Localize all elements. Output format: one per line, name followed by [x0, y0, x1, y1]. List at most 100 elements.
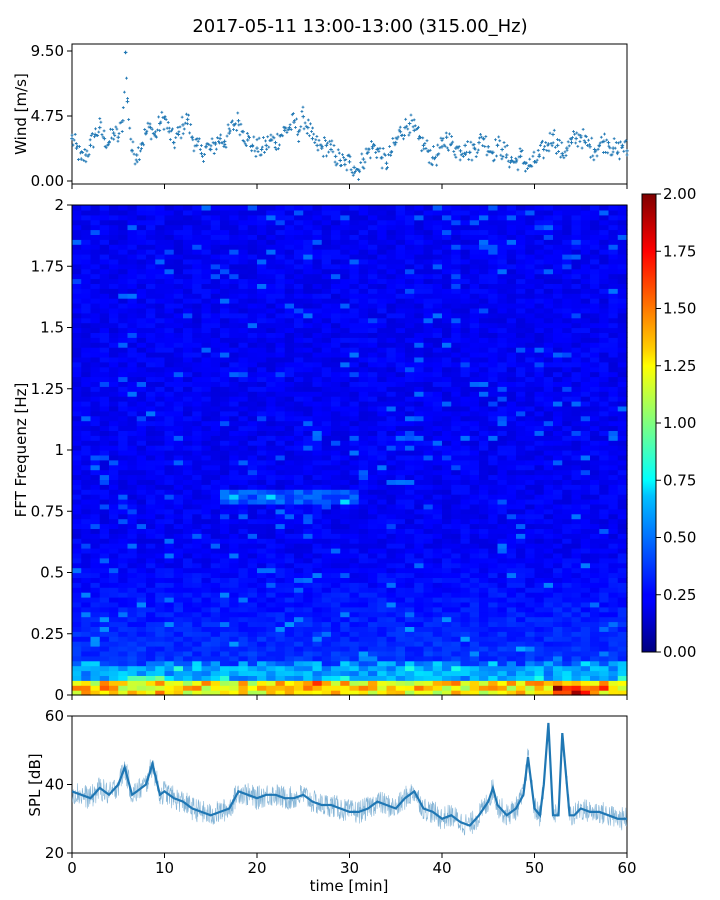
spectrogram-cell	[257, 636, 267, 642]
spectrogram-cell	[210, 268, 221, 275]
wind-scatter-mark	[255, 138, 259, 142]
spectrogram-cell	[423, 303, 434, 309]
wind-scatter-mark	[112, 137, 116, 141]
spectrogram-cell	[210, 690, 221, 696]
spectrogram-cell	[164, 592, 175, 598]
spectrogram-cell	[275, 523, 286, 529]
spectrogram-cell	[238, 234, 249, 240]
spectrogram-cell	[340, 386, 351, 392]
spectrogram-cell	[127, 435, 138, 441]
wind-scatter-mark	[158, 129, 162, 132]
spectrogram-cell	[386, 484, 397, 490]
spectrogram-cell	[303, 601, 314, 608]
wind-scatter-mark	[367, 147, 371, 151]
spectrogram-cell	[247, 347, 258, 353]
spectrogram-cell	[451, 356, 462, 363]
spectrogram-cell	[155, 361, 166, 368]
spectrogram-cell	[118, 298, 129, 304]
wind-scatter-mark	[146, 121, 150, 125]
spectrogram-cell	[164, 518, 175, 525]
spectrogram-cell	[136, 572, 147, 578]
spectrogram-cell	[127, 557, 138, 564]
spectrogram-cell	[247, 401, 258, 407]
wind-data-point	[306, 125, 310, 130]
spectrogram-cell	[183, 680, 193, 686]
spectrogram-cell	[460, 283, 471, 289]
wind-scatter-mark	[259, 153, 263, 157]
spectrogram-cell	[321, 499, 332, 505]
spectrogram-cell	[275, 376, 286, 382]
spectrogram-cell	[275, 459, 286, 466]
spectrogram-cell	[192, 474, 203, 480]
spectrogram-cell	[358, 528, 369, 534]
spectrogram-cell	[247, 219, 258, 226]
spectrogram-cell	[377, 342, 388, 348]
spectrogram-cell	[349, 479, 360, 485]
spectrogram-cell	[118, 312, 129, 319]
spectrogram-cell	[442, 420, 452, 427]
wind-scatter-mark	[615, 152, 619, 156]
spectrogram-cell	[294, 557, 304, 564]
spectrogram-cell	[414, 337, 425, 343]
spectrogram-cell	[266, 337, 277, 343]
spectrogram-cell	[247, 273, 258, 280]
spectrogram-cell	[386, 616, 397, 623]
spectrogram-cell	[229, 258, 240, 265]
wind-scatter-mark	[186, 122, 189, 126]
spectrogram-cell	[90, 396, 101, 402]
spectrogram-cell	[312, 288, 323, 294]
spectrogram-cell	[183, 548, 193, 554]
spectrogram-cell	[321, 445, 332, 451]
spectrogram-cell	[257, 587, 267, 593]
spectrogram-cell	[81, 587, 92, 593]
spectrogram-cell	[294, 513, 304, 520]
spectrogram-cell	[72, 685, 82, 691]
spectrogram-cell	[99, 680, 110, 686]
spectrogram-cell	[294, 601, 304, 608]
spectrogram-cell	[423, 229, 434, 235]
spectrogram-cell	[377, 391, 388, 397]
spectrogram-cell	[90, 650, 101, 657]
spectrogram-cell	[405, 263, 415, 270]
wind-scatter-mark	[503, 145, 507, 149]
spectrogram-cell	[395, 543, 406, 549]
spectrogram-cell	[72, 234, 82, 240]
spectrogram-cell	[183, 317, 193, 324]
spectrogram-cell	[414, 611, 425, 618]
spectrogram-cell	[247, 611, 258, 618]
spectrogram-cell	[99, 469, 110, 476]
spectrogram-cell	[220, 587, 230, 593]
spectrogram-cell	[321, 283, 332, 289]
spectrogram-cell	[395, 283, 406, 289]
wind-scatter-mark	[70, 133, 74, 137]
spectrogram-cell	[229, 224, 240, 231]
spectrogram-cell	[405, 690, 415, 696]
spectrogram-cell	[386, 307, 397, 314]
spectrogram-cell	[229, 685, 240, 691]
spectrogram-cell	[238, 508, 249, 515]
spectrogram-cell	[201, 636, 212, 642]
spectrogram-cell	[247, 371, 258, 378]
wind-scatter-mark	[432, 145, 435, 148]
spectrogram-cell	[321, 420, 332, 427]
spectrogram-cell	[220, 528, 230, 534]
spectrogram-cell	[349, 680, 360, 686]
spectrogram-cell	[220, 415, 230, 422]
spectrogram-cell	[155, 577, 166, 583]
spectrogram-cell	[303, 655, 314, 662]
spectrogram-cell	[210, 503, 221, 510]
spectrogram-cell	[377, 454, 388, 461]
spectrogram-cell	[238, 303, 249, 309]
spectrogram-cell	[294, 342, 304, 348]
spectrogram-cell	[405, 420, 415, 427]
spectrogram-cell	[386, 420, 397, 427]
spectrogram-cell	[72, 572, 82, 578]
spectrogram-cell	[173, 317, 184, 324]
spectrogram-cell	[368, 278, 378, 284]
spectrogram-cell	[109, 283, 119, 289]
spectrogram-cell	[220, 278, 230, 284]
spectrogram-cell	[331, 430, 341, 436]
spectrogram-cell	[164, 557, 175, 564]
wind-scatter-mark	[269, 133, 273, 137]
spectrogram-cell	[386, 347, 397, 353]
